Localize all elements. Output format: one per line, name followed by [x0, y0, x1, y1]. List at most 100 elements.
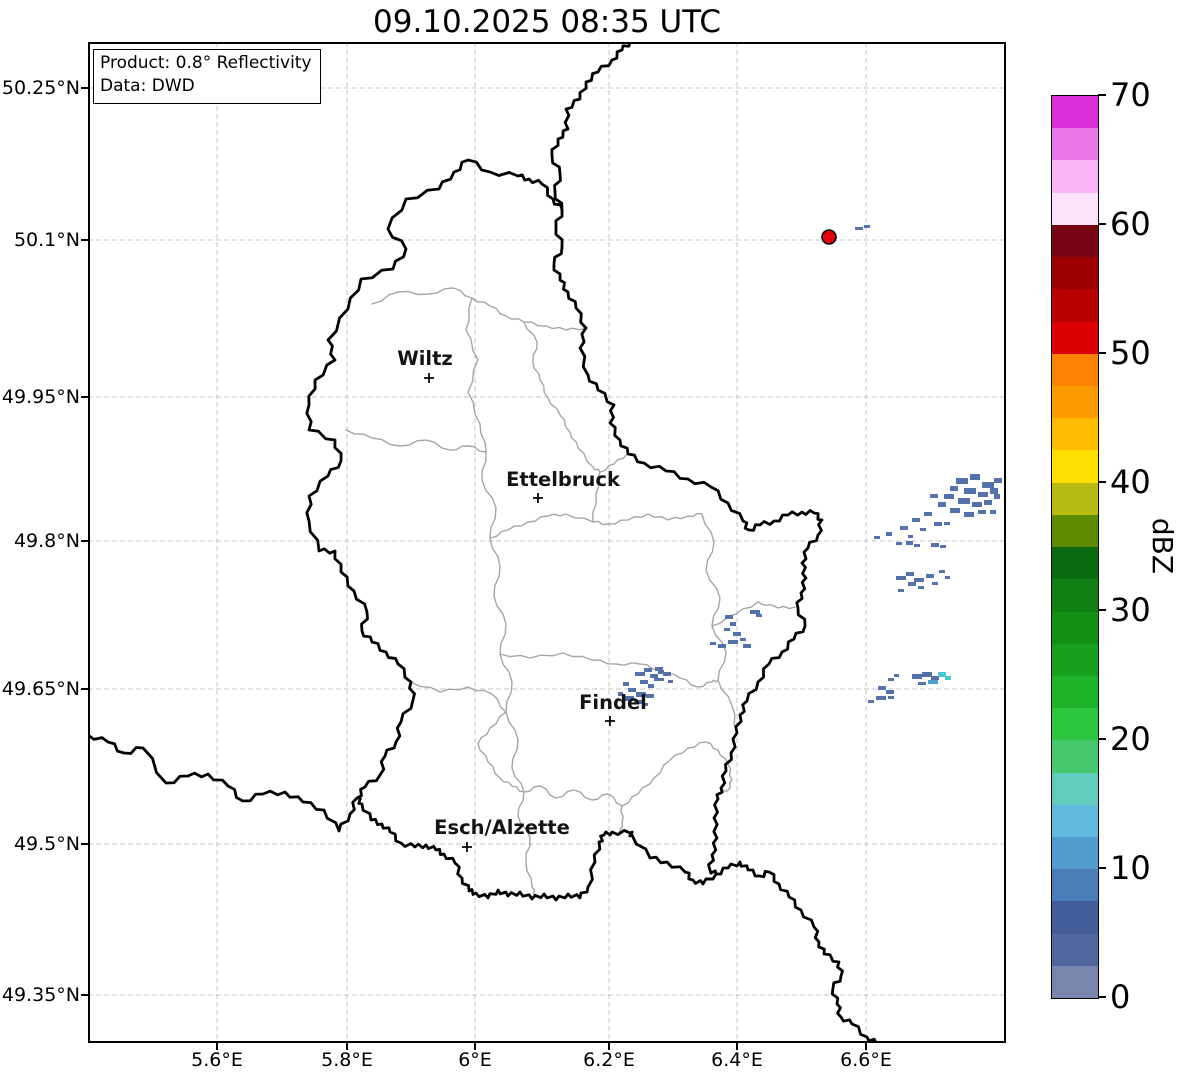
- colorbar-segment: [1052, 128, 1098, 161]
- colorbar-segment: [1052, 321, 1098, 354]
- radar-echo-pixel: [970, 474, 980, 480]
- x-tick-mark: [865, 1043, 867, 1050]
- radar-echo-pixel: [618, 692, 623, 696]
- colorbar-segment: [1052, 289, 1098, 322]
- radar-echo-pixel: [898, 589, 904, 592]
- radar-echo-pixel: [658, 678, 664, 681]
- map-canvas: Wiltz Ettelbruck Findel Esch/Alzette: [88, 42, 1006, 1043]
- colorbar-segment: [1052, 418, 1098, 451]
- radar-echo-pixel: [634, 700, 642, 704]
- radar-echo-pixel: [740, 638, 746, 641]
- city-label-wiltz: Wiltz: [397, 347, 453, 370]
- colorbar-segment: [1052, 933, 1098, 966]
- radar-echo-pixel: [650, 674, 658, 678]
- y-tick-label: 49.5°N: [13, 833, 80, 855]
- radar-echo-pixel: [855, 227, 863, 230]
- country-border: [88, 42, 878, 1043]
- y-tick-mark: [81, 994, 88, 996]
- colorbar-tick-label: 20: [1110, 720, 1151, 759]
- radar-echo-pixel: [958, 498, 970, 504]
- colorbar-segment: [1052, 224, 1098, 258]
- x-tick-label: 5.8°E: [321, 1049, 373, 1071]
- radar-echo-pixel: [635, 672, 645, 676]
- radar-echo-pixel: [888, 696, 894, 699]
- radar-echo-pixel: [896, 576, 906, 580]
- radar-echo-pixel: [658, 670, 664, 674]
- colorbar-segment: [1052, 965, 1098, 999]
- radar-echo-pixel: [728, 640, 738, 644]
- y-tick-label: 50.25°N: [1, 77, 80, 99]
- radar-echo-pixel: [918, 586, 924, 589]
- x-tick-label: 5.6°E: [191, 1049, 243, 1071]
- colorbar-tick-mark: [1098, 351, 1106, 354]
- radar-echo-pixel: [640, 680, 648, 684]
- radar-echo-pixel: [874, 536, 880, 539]
- radar-echo-pixel: [922, 672, 932, 677]
- radar-echo-pixel: [668, 680, 673, 683]
- map-axes: Wiltz Ettelbruck Findel Esch/Alzette: [88, 42, 1006, 1043]
- radar-echo-pixel: [931, 676, 939, 680]
- radar-echo-pixel: [864, 225, 870, 228]
- colorbar-tick-mark: [1098, 222, 1106, 225]
- radar-echo-pixel: [926, 574, 934, 578]
- data-source-line: Data: DWD: [100, 76, 195, 97]
- radar-echo-pixel: [648, 684, 654, 688]
- city-marker-esch-alzette: [462, 842, 472, 852]
- radar-echo-pixel: [939, 570, 945, 573]
- colorbar-segment: [1052, 740, 1098, 773]
- colorbar-segment: [1052, 257, 1098, 290]
- colorbar-segment: [1052, 869, 1098, 902]
- city-label-findel: Findel: [579, 691, 647, 714]
- y-tick-label: 49.35°N: [1, 984, 80, 1006]
- colorbar-segment: [1052, 192, 1098, 225]
- radar-echo-pixel: [984, 500, 992, 505]
- radar-site: [821, 229, 837, 245]
- colorbar-segment: [1052, 772, 1098, 805]
- radar-echo-pixel: [978, 510, 986, 514]
- radar-echo-pixel: [994, 478, 1002, 483]
- plot-title: 09.10.2025 08:35 UTC: [373, 4, 721, 40]
- city-marker-wiltz: [424, 373, 434, 383]
- canton-borders: [345, 287, 796, 898]
- radar-echo-pixel: [756, 614, 762, 617]
- x-tick-mark: [216, 1043, 218, 1050]
- radar-echo-pixel: [928, 680, 938, 684]
- radar-echo-pixel: [636, 692, 646, 697]
- radar-echo-pixel: [934, 522, 942, 526]
- colorbar-tick-label: 30: [1110, 591, 1151, 630]
- colorbar-segment: [1052, 611, 1098, 644]
- radar-echo-pixel: [894, 674, 899, 677]
- x-tick-mark: [474, 1043, 476, 1050]
- city-marker-findel: [605, 716, 615, 726]
- radar-echo-pixel: [642, 703, 648, 706]
- radar-echo-pixel: [725, 615, 733, 619]
- x-tick-mark: [346, 1043, 348, 1050]
- radar-echo-pixel: [931, 543, 939, 547]
- colorbar-units-label: dBZ: [1146, 517, 1179, 575]
- radar-echo-pixel: [924, 512, 932, 516]
- colorbar-tick-label: 50: [1110, 333, 1151, 372]
- product-info-line: Product: 0.8° Reflectivity: [100, 53, 312, 73]
- radar-echo-pixel: [750, 610, 760, 614]
- radar-echo-pixel: [944, 522, 950, 525]
- grid-lines: [88, 42, 1006, 1043]
- y-tick-mark: [81, 688, 88, 690]
- radar-echo-pixel: [982, 482, 994, 488]
- radar-echo-pixel: [896, 542, 902, 545]
- radar-echo-pixel: [718, 644, 726, 648]
- radar-echoes: [618, 225, 1002, 706]
- colorbar-segment: [1052, 450, 1098, 483]
- city-labels: Wiltz Ettelbruck Findel Esch/Alzette: [397, 347, 647, 852]
- radar-echo-pixel: [644, 668, 652, 672]
- x-tick-label: 6°E: [458, 1049, 492, 1071]
- colorbar-tick-mark: [1098, 609, 1106, 612]
- colorbar-segment: [1052, 837, 1098, 870]
- radar-echo-pixel: [950, 486, 958, 491]
- radar-echo-pixel: [945, 676, 951, 680]
- radar-echo-pixel: [646, 694, 654, 698]
- radar-echo-pixel: [878, 686, 886, 690]
- y-tick-mark: [81, 540, 88, 542]
- radar-echo-pixel: [930, 494, 938, 498]
- colorbar-segment: [1052, 643, 1098, 676]
